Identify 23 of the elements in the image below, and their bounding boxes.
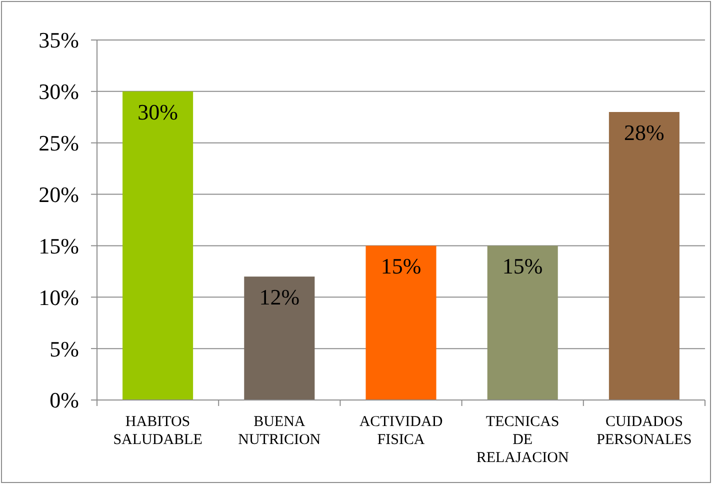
y-tick-label: 25% xyxy=(38,130,79,156)
x-tick-label: HABITOS SALUDABLE xyxy=(113,414,202,448)
y-tick-label: 30% xyxy=(38,79,79,104)
y-tick-label: 20% xyxy=(38,182,79,207)
y-tick-label: 35% xyxy=(38,28,79,53)
bar xyxy=(487,246,558,400)
y-tick-label: 5% xyxy=(50,336,79,362)
bar xyxy=(244,276,315,400)
data-label: 15% xyxy=(380,254,422,279)
x-tick-label: TECNICAS DE RELAJACION xyxy=(476,414,570,466)
y-tick-label: 15% xyxy=(38,233,79,258)
y-tick-label: 10% xyxy=(38,284,79,310)
y-tick-label: 0% xyxy=(50,388,79,413)
x-tick-label: ACTIVIDAD FISICA xyxy=(359,414,443,448)
data-label: 28% xyxy=(624,120,664,145)
bar xyxy=(608,112,680,400)
bar xyxy=(122,91,194,400)
data-label: 30% xyxy=(138,99,178,124)
bar xyxy=(366,246,436,400)
data-label: 12% xyxy=(259,284,300,310)
x-tick-label: BUENA NUTRICION xyxy=(238,414,321,448)
x-tick-label: CUIDADOS PERSONALES xyxy=(596,414,692,448)
data-label: 15% xyxy=(502,254,543,279)
